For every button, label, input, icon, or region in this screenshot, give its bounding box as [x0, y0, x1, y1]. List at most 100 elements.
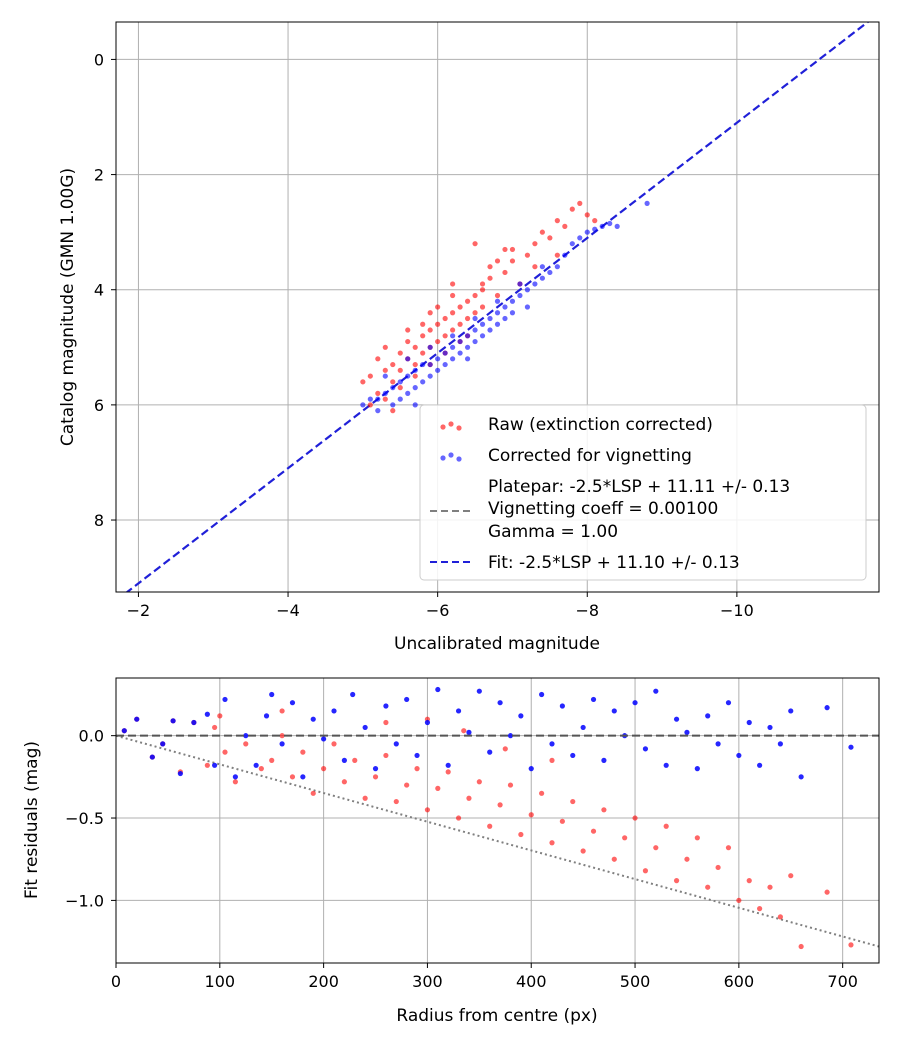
raw-residual-point: [757, 906, 763, 912]
corrected-point: [367, 396, 373, 402]
bottom-x-tick-label: 100: [205, 972, 236, 991]
corrected-point: [412, 385, 418, 391]
corrected-point: [472, 338, 478, 345]
corrected-residual-point: [445, 762, 451, 768]
corrected-residual-point: [372, 766, 379, 772]
corrected-residual-point: [350, 691, 356, 698]
legend-label-platepar-2: Vignetting coeff = 0.00100: [488, 499, 718, 519]
corrected-residual-point: [694, 766, 700, 772]
raw-residual-point: [487, 823, 493, 829]
top-x-tick-label: −2: [127, 601, 151, 620]
corrected-residual-point: [414, 752, 420, 759]
corrected-point: [405, 390, 411, 396]
raw-residual-point: [331, 741, 337, 747]
raw-residual-point: [212, 724, 218, 731]
raw-residual-point: [310, 790, 316, 796]
raw-point: [487, 275, 493, 281]
raw-point: [509, 246, 516, 253]
raw-residual-point: [497, 802, 503, 808]
legend-corrected-marker: [440, 452, 462, 462]
raw-point: [397, 385, 403, 391]
legend-corrected-dot: [456, 456, 462, 462]
raw-point: [405, 338, 411, 345]
raw-residual-point: [590, 828, 597, 834]
corrected-residual-point: [507, 733, 514, 739]
raw-residual-point: [362, 795, 368, 801]
corrected-residual-point: [222, 696, 228, 703]
legend-label-corrected: Corrected for vignetting: [488, 446, 692, 466]
raw-point: [412, 344, 418, 350]
bottom-plot-frame: [115, 677, 880, 964]
corrected-residual-point: [191, 719, 197, 726]
corrected-residual-point: [160, 741, 166, 747]
raw-residual-point: [476, 779, 482, 785]
raw-residual-point: [217, 713, 223, 719]
raw-residual-point: [767, 884, 773, 890]
raw-point: [420, 321, 426, 327]
corrected-residual-point: [212, 762, 218, 768]
corrected-point: [375, 408, 381, 414]
corrected-residual-point: [279, 741, 285, 747]
corrected-point: [539, 275, 545, 281]
raw-residual-point: [279, 708, 285, 714]
raw-point: [390, 361, 396, 368]
raw-residual-point: [321, 766, 327, 772]
corrected-point: [405, 356, 411, 362]
corrected-point: [607, 220, 613, 227]
raw-point: [479, 287, 486, 293]
raw-residual-point: [372, 774, 379, 780]
legend-raw-dot: [440, 424, 446, 430]
top-x-ticks: −2 −4 −6 −8 −10: [127, 592, 754, 620]
raw-point: [375, 390, 381, 396]
corrected-residual-point: [663, 762, 669, 768]
corrected-point: [479, 333, 486, 339]
corrected-point: [435, 367, 441, 373]
corrected-point: [464, 356, 471, 362]
raw-point: [450, 327, 456, 333]
bottom-y-tick-label: −0.5: [65, 809, 104, 828]
corrected-residual-point: [393, 741, 399, 747]
raw-residual-point: [663, 823, 669, 829]
raw-point: [464, 298, 471, 304]
raw-residual-point: [673, 878, 680, 884]
raw-residual-point: [798, 943, 804, 950]
raw-residual-point: [580, 848, 586, 854]
raw-residual-point: [653, 845, 659, 851]
corrected-point: [412, 402, 418, 408]
raw-point: [524, 252, 531, 258]
raw-point: [472, 292, 478, 299]
raw-residual-point: [414, 766, 420, 772]
bottom-x-ticks: 0 100 200 300 400 500 600 700: [111, 963, 858, 991]
raw-point: [390, 408, 396, 414]
raw-point: [450, 310, 456, 316]
legend: Raw (extinction corrected) Corrected for…: [419, 404, 867, 581]
raw-point: [397, 350, 403, 356]
raw-residual-point: [632, 815, 638, 821]
corrected-point: [472, 327, 478, 333]
top-y-tick-label: 4: [94, 281, 104, 300]
corrected-point: [562, 252, 568, 258]
raw-point: [412, 373, 418, 379]
corrected-point: [464, 344, 471, 350]
raw-residual-point: [341, 779, 347, 785]
corrected-residual-point: [757, 762, 763, 768]
corrected-point: [382, 373, 388, 379]
legend-raw-dot: [448, 421, 454, 427]
corrected-point: [375, 396, 381, 402]
bottom-x-tick-label: 600: [724, 972, 755, 991]
raw-point: [390, 379, 396, 385]
raw-point: [554, 218, 560, 224]
corrected-residual-point: [170, 718, 176, 724]
corrected-point: [435, 356, 441, 362]
corrected-residual-point: [580, 724, 586, 731]
corrected-point: [427, 344, 433, 350]
raw-point: [367, 402, 373, 408]
raw-residual-point: [611, 856, 617, 862]
legend-label-platepar-3: Gamma = 1.00: [488, 522, 618, 542]
top-x-tick-label: −8: [575, 601, 599, 620]
corrected-residual-point: [263, 713, 270, 719]
raw-residual-point: [424, 807, 431, 813]
raw-residual-point: [383, 752, 389, 759]
legend-label-raw: Raw (extinction corrected): [488, 415, 713, 435]
raw-point: [435, 338, 441, 345]
